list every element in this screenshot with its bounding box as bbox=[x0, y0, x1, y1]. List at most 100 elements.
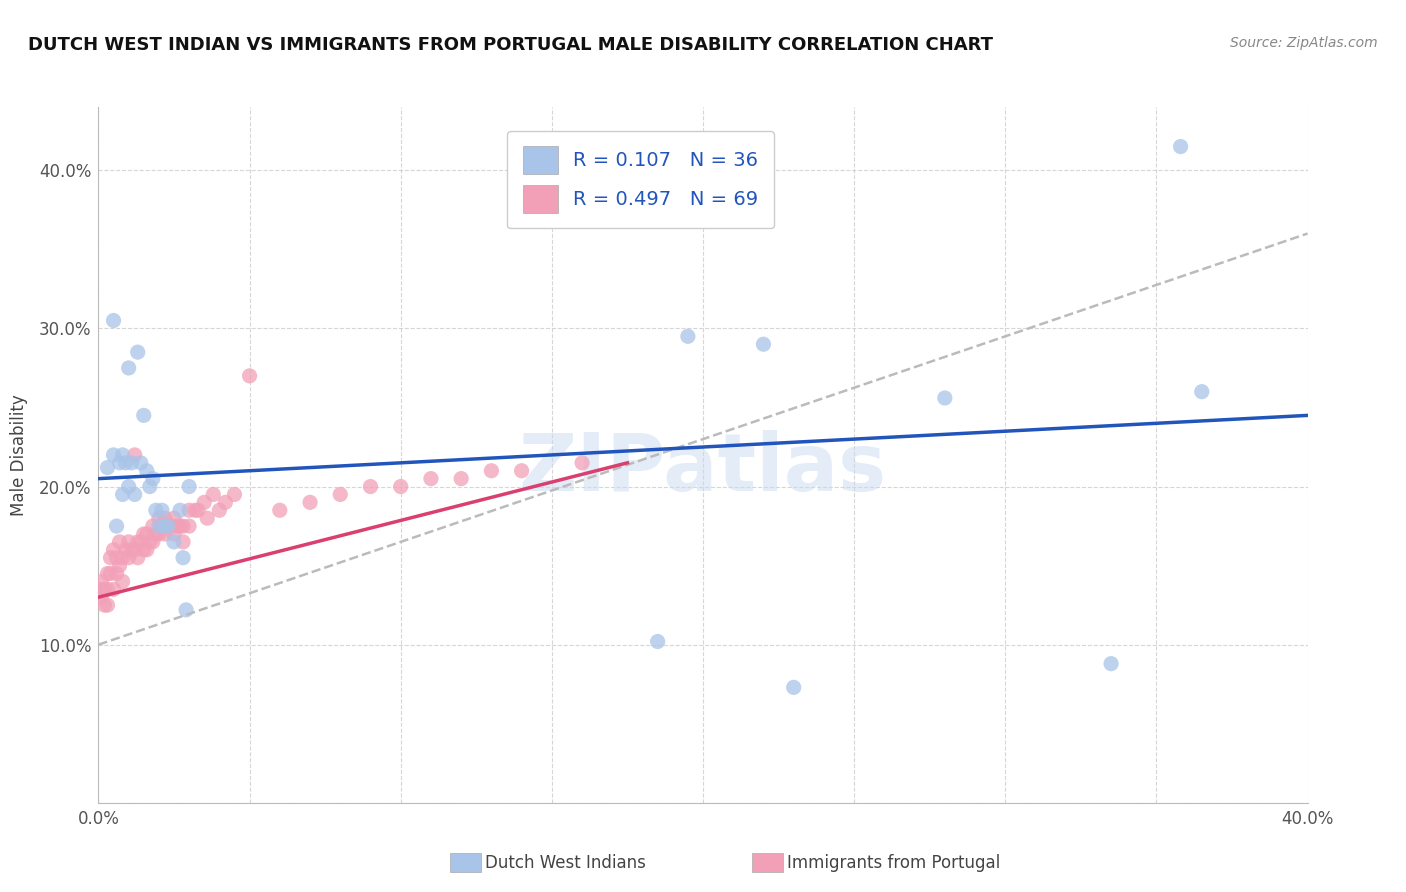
Point bbox=[108, 456, 131, 470]
Point bbox=[129, 534, 152, 549]
Point bbox=[111, 487, 134, 501]
Point bbox=[118, 550, 141, 565]
Point bbox=[96, 460, 118, 475]
Point bbox=[174, 603, 197, 617]
Point bbox=[148, 519, 170, 533]
Point bbox=[132, 542, 155, 557]
Point bbox=[96, 582, 118, 597]
Point bbox=[450, 472, 472, 486]
Point bbox=[90, 582, 112, 597]
Point bbox=[105, 566, 128, 581]
Point bbox=[129, 456, 152, 470]
Point bbox=[420, 472, 443, 486]
Point bbox=[103, 448, 125, 462]
Point bbox=[142, 472, 165, 486]
Point bbox=[100, 550, 122, 565]
Point bbox=[132, 409, 155, 423]
Point bbox=[108, 534, 131, 549]
Point bbox=[93, 582, 115, 597]
Point bbox=[389, 479, 412, 493]
Point bbox=[145, 527, 167, 541]
Point bbox=[153, 519, 176, 533]
Point bbox=[150, 519, 173, 533]
Point bbox=[172, 534, 194, 549]
Point bbox=[135, 542, 157, 557]
Text: DUTCH WEST INDIAN VS IMMIGRANTS FROM PORTUGAL MALE DISABILITY CORRELATION CHART: DUTCH WEST INDIAN VS IMMIGRANTS FROM POR… bbox=[28, 36, 993, 54]
Point bbox=[163, 511, 186, 525]
Point bbox=[172, 519, 194, 533]
Point bbox=[1099, 657, 1122, 671]
Point bbox=[179, 503, 201, 517]
Point bbox=[169, 519, 191, 533]
Point bbox=[135, 464, 157, 478]
Point bbox=[214, 495, 236, 509]
Point bbox=[118, 534, 141, 549]
Point bbox=[153, 527, 176, 541]
Point bbox=[299, 495, 322, 509]
Point bbox=[156, 519, 179, 533]
Point bbox=[127, 345, 149, 359]
Point bbox=[179, 519, 201, 533]
Point bbox=[124, 487, 146, 501]
Point bbox=[187, 503, 209, 517]
Point bbox=[114, 542, 136, 557]
Point bbox=[105, 519, 128, 533]
Point bbox=[1191, 384, 1213, 399]
Text: Dutch West Indians: Dutch West Indians bbox=[485, 854, 645, 871]
Text: Immigrants from Portugal: Immigrants from Portugal bbox=[787, 854, 1001, 871]
Point bbox=[202, 487, 225, 501]
Point bbox=[193, 495, 215, 509]
Point bbox=[169, 503, 191, 517]
Point bbox=[150, 503, 173, 517]
Text: Source: ZipAtlas.com: Source: ZipAtlas.com bbox=[1230, 36, 1378, 50]
Point bbox=[90, 574, 112, 589]
Point bbox=[676, 329, 699, 343]
Point bbox=[103, 313, 125, 327]
Point bbox=[172, 550, 194, 565]
Point bbox=[783, 681, 806, 695]
Point bbox=[118, 479, 141, 493]
Point bbox=[90, 591, 112, 605]
Point bbox=[160, 519, 183, 533]
Point bbox=[121, 456, 143, 470]
Point bbox=[111, 448, 134, 462]
Point bbox=[239, 368, 262, 383]
Point bbox=[142, 534, 165, 549]
Point bbox=[269, 503, 291, 517]
Point bbox=[142, 519, 165, 533]
Point bbox=[571, 456, 593, 470]
Point bbox=[179, 479, 201, 493]
Legend: R = 0.107   N = 36, R = 0.497   N = 69: R = 0.107 N = 36, R = 0.497 N = 69 bbox=[508, 130, 773, 228]
Point bbox=[103, 582, 125, 597]
Point bbox=[195, 511, 218, 525]
Point bbox=[647, 634, 669, 648]
Point bbox=[139, 479, 162, 493]
Point bbox=[127, 550, 149, 565]
Point bbox=[124, 448, 146, 462]
Point bbox=[360, 479, 382, 493]
Point bbox=[118, 360, 141, 375]
Point bbox=[510, 464, 533, 478]
Point bbox=[111, 574, 134, 589]
Point bbox=[163, 534, 186, 549]
Point bbox=[156, 519, 179, 533]
Point bbox=[124, 542, 146, 557]
Point bbox=[96, 598, 118, 612]
Point bbox=[103, 542, 125, 557]
Y-axis label: Male Disability: Male Disability bbox=[10, 394, 28, 516]
Point bbox=[166, 519, 188, 533]
Point bbox=[96, 566, 118, 581]
Point bbox=[934, 391, 956, 405]
Point bbox=[100, 566, 122, 581]
Point bbox=[184, 503, 207, 517]
Point bbox=[224, 487, 246, 501]
Point bbox=[114, 456, 136, 470]
Point bbox=[148, 527, 170, 541]
Point bbox=[163, 527, 186, 541]
Point bbox=[135, 527, 157, 541]
Point bbox=[208, 503, 231, 517]
Point bbox=[329, 487, 352, 501]
Point bbox=[132, 527, 155, 541]
Point bbox=[108, 558, 131, 573]
Point bbox=[145, 503, 167, 517]
